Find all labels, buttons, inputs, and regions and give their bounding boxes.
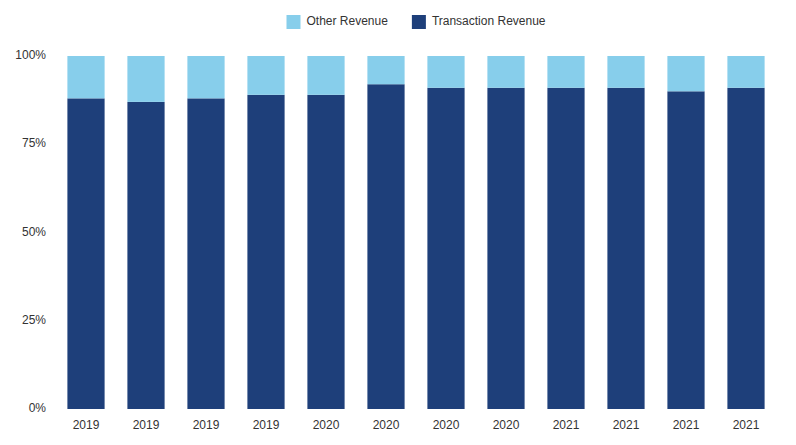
bar xyxy=(67,98,104,409)
x-tick-label: 2019 xyxy=(73,418,100,432)
bar xyxy=(427,88,464,409)
bar xyxy=(607,56,644,88)
bars xyxy=(67,56,764,409)
x-tick-label: 2021 xyxy=(613,418,640,432)
legend-label: Other Revenue xyxy=(306,14,388,28)
x-tick-label: 2019 xyxy=(193,418,220,432)
x-tick-label: 2019 xyxy=(253,418,280,432)
bar xyxy=(67,56,104,98)
bar xyxy=(667,91,704,409)
x-tick-label: 2020 xyxy=(373,418,400,432)
x-tick-label: 2021 xyxy=(673,418,700,432)
bar xyxy=(727,88,764,409)
bar xyxy=(187,98,224,409)
chart: 0%25%50%75%100%2019201920192019202020202… xyxy=(0,0,796,445)
bar xyxy=(607,88,644,409)
bar xyxy=(727,56,764,88)
bar xyxy=(667,56,704,91)
bar xyxy=(427,56,464,88)
bar xyxy=(487,56,524,88)
x-tick-label: 2021 xyxy=(733,418,760,432)
x-tick-label: 2020 xyxy=(493,418,520,432)
legend-item: Transaction Revenue xyxy=(412,14,546,29)
y-tick-label: 0% xyxy=(29,401,47,415)
bar xyxy=(307,56,344,95)
x-axis: 2019 2019 2019 2019 2020 2020 2020 2020 2021 2021… xyxy=(73,418,760,432)
bar xyxy=(127,102,164,409)
legend-swatch xyxy=(412,15,426,29)
bar xyxy=(127,56,164,102)
bar xyxy=(547,88,584,409)
y-tick-label: 100% xyxy=(15,48,46,62)
bar xyxy=(247,95,284,409)
bar xyxy=(307,95,344,409)
chart-container: 0%25%50%75%100%2019201920192019202020202… xyxy=(0,0,796,445)
x-tick-label: 2020 xyxy=(433,418,460,432)
legend-item: Other Revenue xyxy=(286,14,388,29)
bar xyxy=(547,56,584,88)
y-tick-label: 25% xyxy=(22,313,46,327)
legend-swatch xyxy=(286,15,300,29)
x-tick-label: 2021 xyxy=(553,418,580,432)
x-tick-label: 2020 xyxy=(313,418,340,432)
bar xyxy=(367,56,404,84)
bar xyxy=(487,88,524,409)
bar xyxy=(367,84,404,409)
y-axis: 0% 25% 50% 75% 100% xyxy=(15,48,46,415)
y-tick-label: 75% xyxy=(22,136,46,150)
bar xyxy=(247,56,284,95)
bar xyxy=(187,56,224,98)
legend: Other Revenue Transaction Revenue xyxy=(286,14,545,29)
x-tick-label: 2019 xyxy=(133,418,160,432)
legend-label: Transaction Revenue xyxy=(432,14,546,28)
y-tick-label: 50% xyxy=(22,225,46,239)
